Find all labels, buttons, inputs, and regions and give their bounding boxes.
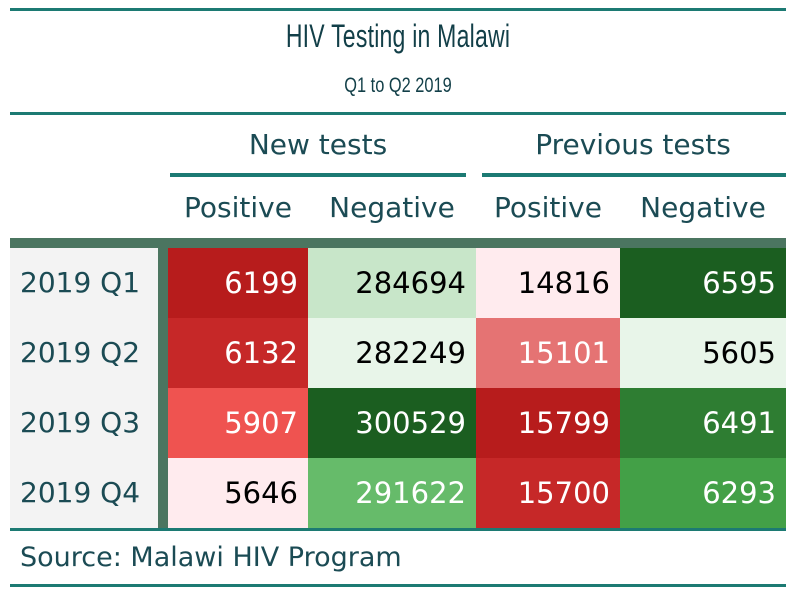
column-label-previous-negative: Negative (640, 191, 766, 224)
row-stub-background (10, 248, 158, 528)
group-label-previous-tests: Previous tests (535, 128, 731, 161)
cell-previous-negative: 6491 (620, 388, 786, 458)
cell-new-negative: 300529 (308, 388, 476, 458)
cell-previous-positive: 15101 (476, 318, 620, 388)
cell-previous-negative: 6595 (620, 248, 786, 318)
group-underline-previous-tests (482, 173, 786, 177)
cell-previous-positive: 15799 (476, 388, 620, 458)
table-title: HIV Testing in Malawi (285, 18, 511, 54)
cell-new-positive: 6199 (168, 248, 308, 318)
row-label: 2019 Q4 (20, 476, 141, 509)
cell-new-positive: 5907 (168, 388, 308, 458)
header-band (10, 238, 786, 248)
group-underline-new-tests (170, 173, 466, 177)
cell-new-negative: 282249 (308, 318, 476, 388)
cell-new-negative: 284694 (308, 248, 476, 318)
table-bottom-rule (10, 528, 786, 531)
bottom-rule (10, 584, 786, 587)
row-label: 2019 Q3 (20, 406, 141, 439)
source-note: Source: Malawi HIV Program (20, 542, 402, 573)
title-divider-rule (10, 112, 786, 115)
row-label: 2019 Q2 (20, 336, 141, 369)
row-stub-divider (158, 238, 168, 528)
row-label: 2019 Q1 (20, 266, 141, 299)
table-subtitle: Q1 to Q2 2019 (344, 74, 452, 97)
cell-previous-negative: 6293 (620, 458, 786, 528)
column-label-previous-positive: Positive (494, 191, 602, 224)
cell-previous-positive: 14816 (476, 248, 620, 318)
cell-new-positive: 6132 (168, 318, 308, 388)
top-rule (10, 8, 786, 11)
cell-previous-negative: 5605 (620, 318, 786, 388)
column-label-new-positive: Positive (184, 191, 292, 224)
cell-new-positive: 5646 (168, 458, 308, 528)
cell-previous-positive: 15700 (476, 458, 620, 528)
column-label-new-negative: Negative (329, 191, 455, 224)
cell-new-negative: 291622 (308, 458, 476, 528)
group-label-new-tests: New tests (248, 128, 388, 161)
